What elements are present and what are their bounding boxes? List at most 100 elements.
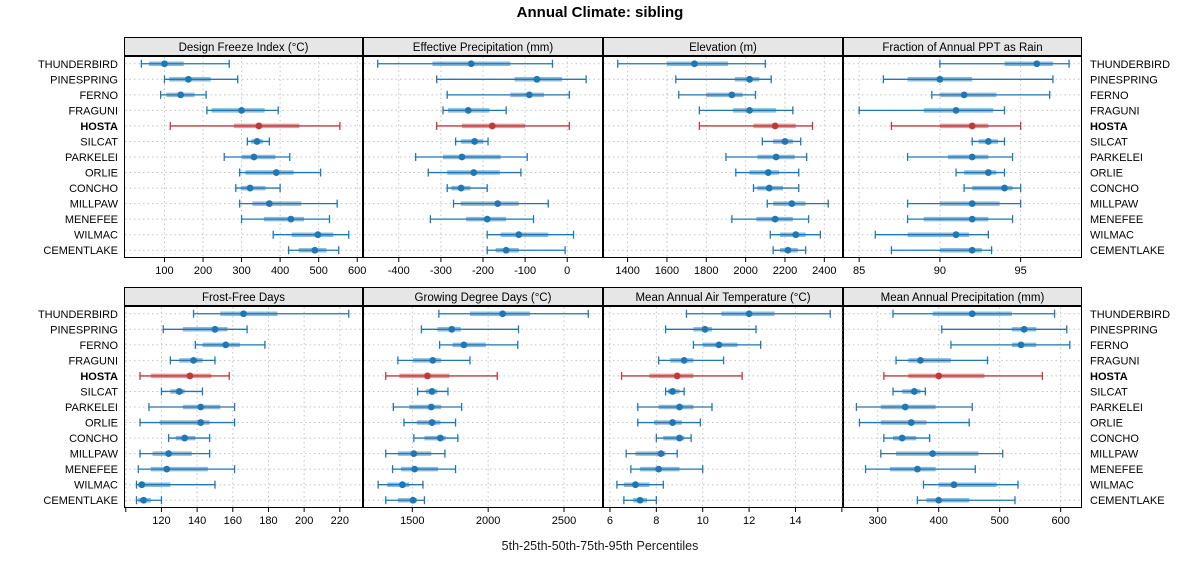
median-dot	[771, 122, 779, 130]
median-dot	[255, 122, 263, 130]
mark-silcat	[892, 387, 926, 396]
axis-tick-label: 10	[697, 515, 709, 527]
median-dot	[952, 106, 960, 114]
site-label-left: WILMAC	[74, 480, 118, 492]
axis-tick-label: -300	[430, 265, 452, 277]
median-dot	[676, 403, 683, 411]
median-dot	[464, 106, 472, 114]
axis-tick-label: 2000	[733, 265, 757, 277]
site-label-left: FRAGUNI	[69, 105, 119, 117]
panel-strip	[603, 37, 843, 56]
median-dot	[161, 60, 168, 68]
axis-tick-label: 2000	[476, 515, 500, 527]
mark-pinespring	[436, 75, 587, 84]
median-dot	[745, 310, 753, 318]
axis-tick-label: 2500	[552, 515, 576, 527]
median-dot	[190, 356, 197, 364]
median-dot	[968, 200, 976, 208]
mark-wilmac	[922, 480, 1019, 489]
mark-hosta	[385, 371, 498, 380]
mark-thunderbird	[192, 309, 350, 318]
median-dot	[952, 231, 960, 239]
mark-silcat	[416, 387, 449, 396]
mark-millpaw	[880, 449, 1004, 458]
mark-cementlake	[890, 246, 993, 255]
mark-menefee	[137, 465, 236, 474]
mark-fraguni	[698, 106, 794, 115]
axis-tick-label: 12	[743, 515, 755, 527]
median-dot	[411, 465, 418, 473]
median-dot	[968, 246, 976, 254]
axis-tick-label: 160	[224, 515, 242, 527]
site-label-left: PARKELEI	[65, 402, 118, 414]
site-label-left: FERNO	[80, 340, 119, 352]
median-dot	[460, 341, 468, 349]
site-label-right: WILMAC	[1090, 480, 1134, 492]
site-label-left: SILCAT	[80, 136, 118, 148]
axis-tick-label: -400	[388, 265, 410, 277]
site-label-right: FERNO	[1090, 340, 1129, 352]
axis-tick-label: 0	[564, 265, 570, 277]
median-dot	[246, 184, 254, 192]
mark-ferno	[446, 90, 570, 99]
panel-strip-title: Fraction of Annual PPT as Rain	[882, 42, 1042, 54]
median-dot	[409, 496, 417, 504]
site-label-right: HOSTA	[1090, 371, 1128, 383]
median-dot	[655, 465, 663, 473]
median-dot	[765, 184, 773, 192]
mark-fraguni	[206, 106, 279, 115]
mark-menefee	[240, 215, 331, 224]
mark-ferno	[950, 340, 1071, 349]
median-dot	[429, 356, 437, 364]
mark-cementlake	[623, 496, 657, 505]
mark-parkelei	[223, 153, 291, 161]
panel-strip-title: Mean Annual Air Temperature (°C)	[635, 292, 810, 304]
site-label-left: FRAGUNI	[69, 355, 119, 367]
mark-cementlake	[135, 496, 163, 505]
median-dot	[240, 310, 247, 318]
median-dot	[669, 419, 676, 426]
site-label-left: HOSTA	[80, 371, 118, 383]
mark-orlie	[139, 418, 236, 427]
mark-concho	[413, 434, 459, 443]
site-label-right: FRAGUNI	[1090, 105, 1140, 117]
median-dot	[458, 153, 466, 161]
mark-parkelei	[725, 153, 808, 161]
mark-pinespring	[664, 325, 757, 334]
mark-parkelei	[414, 153, 528, 161]
mark-silcat	[246, 137, 270, 146]
mark-fraguni	[169, 356, 216, 365]
axis-caption: 5th-25th-50th-75th-95th Percentiles	[501, 539, 699, 553]
site-label-left: THUNDERBIRD	[38, 309, 118, 321]
mark-cementlake	[385, 496, 426, 505]
site-label-left: HOSTA	[80, 121, 118, 133]
site-label-left: CEMENTLAKE	[43, 495, 118, 507]
median-dot	[428, 419, 436, 426]
axis-tick-label: 14	[789, 515, 801, 527]
axis-tick-label: 2400	[812, 265, 836, 277]
mark-silcat	[971, 137, 1006, 146]
mark-menefee	[429, 215, 535, 224]
site-label-right: MILLPAW	[1090, 449, 1139, 461]
mark-pinespring	[420, 325, 520, 334]
axis-tick-label: 6	[607, 515, 613, 527]
mark-cementlake	[486, 246, 566, 255]
mark-hosta	[890, 121, 1022, 130]
site-label-right: FRAGUNI	[1090, 355, 1140, 367]
median-dot	[935, 372, 943, 380]
mark-thunderbird	[140, 59, 230, 68]
axis-tick-label: 2200	[773, 265, 797, 277]
mark-millpaw	[139, 449, 211, 458]
site-label-right: SILCAT	[1090, 386, 1128, 398]
mark-orlie	[858, 418, 970, 427]
median-dot	[929, 450, 937, 458]
mark-silcat	[160, 387, 204, 396]
site-label-right: PARKELEI	[1090, 152, 1143, 164]
mark-wilmac	[272, 230, 350, 239]
median-dot	[287, 215, 295, 223]
median-dot	[197, 403, 205, 411]
site-label-left: MILLPAW	[70, 199, 119, 211]
mark-ferno	[931, 90, 1051, 99]
site-label-right: ORLIE	[1090, 418, 1123, 430]
mark-thunderbird	[685, 309, 831, 318]
